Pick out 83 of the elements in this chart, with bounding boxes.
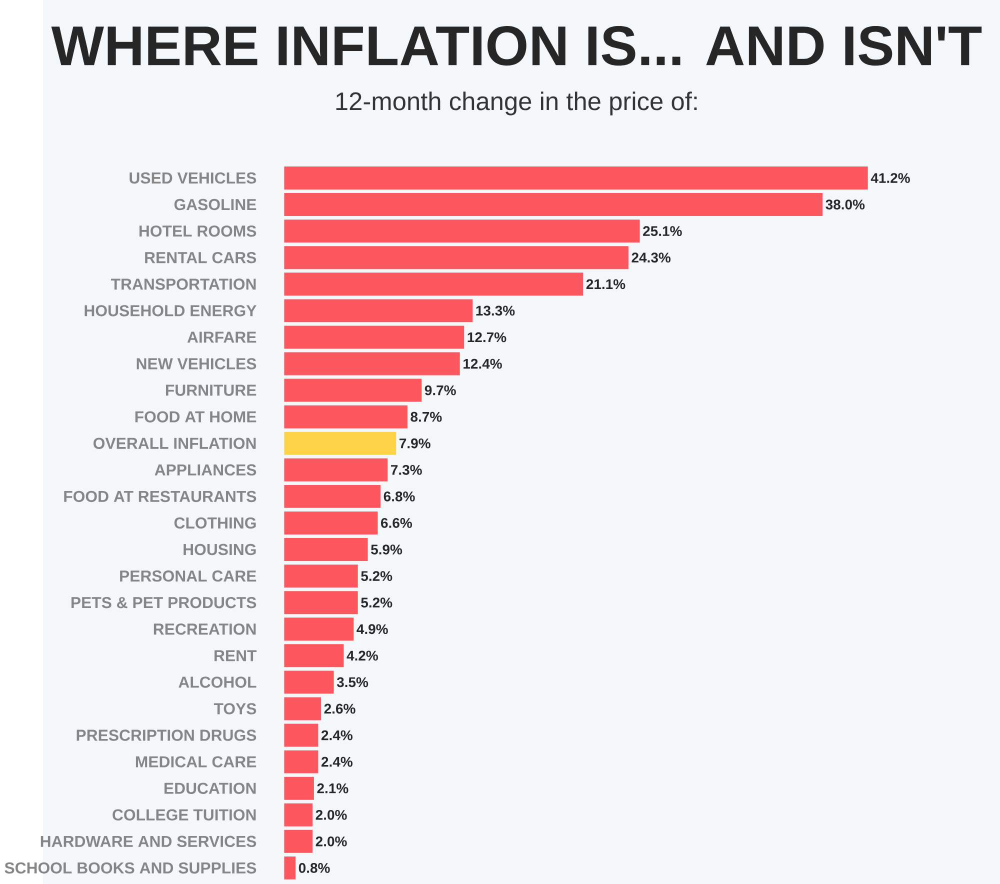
y-tick-label: PRESCRIPTION DRUGS (76, 730, 256, 741)
bar (284, 326, 464, 349)
data-label: 2.6% (324, 704, 356, 714)
data-label: 25.1% (643, 226, 682, 236)
y-tick-label: GASOLINE (174, 198, 256, 210)
bar (284, 352, 460, 376)
bar (284, 776, 314, 800)
y-tick-label: FOOD AT HOME (135, 411, 256, 422)
y-tick-label: COLLEGE TUITION (112, 809, 256, 820)
y-tick-label: PETS & PET PRODUCTS (72, 596, 256, 608)
bar (284, 405, 408, 428)
y-tick-label: AIRFARE (187, 332, 256, 343)
data-label: 12.7% (468, 332, 506, 342)
bar (284, 166, 868, 190)
data-label: 5.2% (361, 571, 392, 581)
bar (284, 724, 318, 747)
bar (284, 750, 318, 774)
y-tick-label: HOUSING (184, 544, 256, 556)
bar (284, 299, 473, 322)
bar (284, 564, 358, 588)
bar (284, 697, 322, 720)
data-label: 2.0% (316, 836, 347, 846)
y-tick-label: USED VEHICLES (130, 172, 256, 184)
bar (284, 192, 823, 216)
y-tick-label: HOUSEHOLD ENERGY (84, 304, 256, 316)
bar (284, 538, 368, 561)
y-tick-label: FOOD AT RESTAURANTS (64, 490, 256, 502)
y-tick-label: APPLIANCES (154, 464, 256, 476)
bar (284, 246, 628, 269)
data-label: 2.4% (321, 756, 352, 767)
bar (284, 272, 584, 296)
bar (284, 590, 358, 614)
y-tick-label: PERSONAL CARE (120, 570, 256, 582)
data-label: 0.8% (298, 862, 330, 873)
bar (284, 219, 640, 242)
y-tick-label: OVERALL INFLATION (94, 438, 256, 449)
y-tick-label: SCHOOL BOOKS AND SUPPLIES (4, 862, 256, 874)
bar (284, 670, 334, 694)
bar (284, 484, 381, 508)
bar (284, 378, 422, 402)
data-label: 41.2% (870, 172, 910, 183)
data-label: 6.8% (384, 491, 415, 502)
y-tick-label: NEW VEHICLES (136, 358, 256, 370)
y-tick-label: CLOTHING (174, 517, 256, 528)
y-tick-label: HOTEL ROOMS (140, 225, 256, 237)
chart-subtitle: 12-month change in the price of: (336, 92, 697, 116)
data-label: 4.2% (346, 650, 378, 660)
bar (284, 458, 388, 482)
data-label: 9.7% (424, 385, 456, 396)
y-tick-label: RENT (214, 650, 257, 662)
data-label: 7.3% (391, 464, 422, 475)
y-tick-label: MEDICAL CARE (136, 756, 256, 768)
y-tick-label: FURNITURE (166, 384, 256, 396)
chart-title: WHERE INFLATION IS... AND ISN'T (51, 26, 982, 66)
y-tick-label: HARDWARE AND SERVICES (40, 836, 256, 847)
y-tick-label: RECREATION (154, 623, 256, 635)
data-label: 4.9% (356, 624, 388, 634)
bar (284, 803, 313, 826)
bar (284, 618, 354, 640)
y-tick-label: ALCOHOL (178, 676, 256, 688)
data-label: 3.5% (336, 677, 368, 688)
bar (284, 830, 313, 853)
bar (284, 432, 396, 455)
data-label: 2.0% (316, 810, 347, 820)
y-tick-label: EDUCATION (164, 782, 256, 794)
data-label: 12.4% (464, 358, 502, 369)
data-label: 7.9% (400, 438, 430, 448)
bar (284, 856, 296, 880)
bar (284, 511, 378, 534)
data-label: 21.1% (586, 279, 626, 289)
data-label: 5.2% (361, 598, 392, 608)
bar (284, 644, 344, 668)
data-label: 6.6% (381, 518, 412, 528)
data-label: 8.7% (410, 412, 442, 422)
data-label: 38.0% (826, 199, 865, 210)
data-label: 24.3% (632, 252, 671, 262)
data-label: 5.9% (371, 544, 402, 554)
data-label: 2.4% (321, 730, 352, 740)
y-tick-label: RENTAL CARS (145, 252, 256, 264)
data-label: 13.3% (476, 306, 515, 316)
y-tick-label: TRANSPORTATION (110, 278, 256, 290)
y-tick-label: TOYS (214, 703, 256, 714)
data-label: 2.1% (317, 783, 348, 794)
